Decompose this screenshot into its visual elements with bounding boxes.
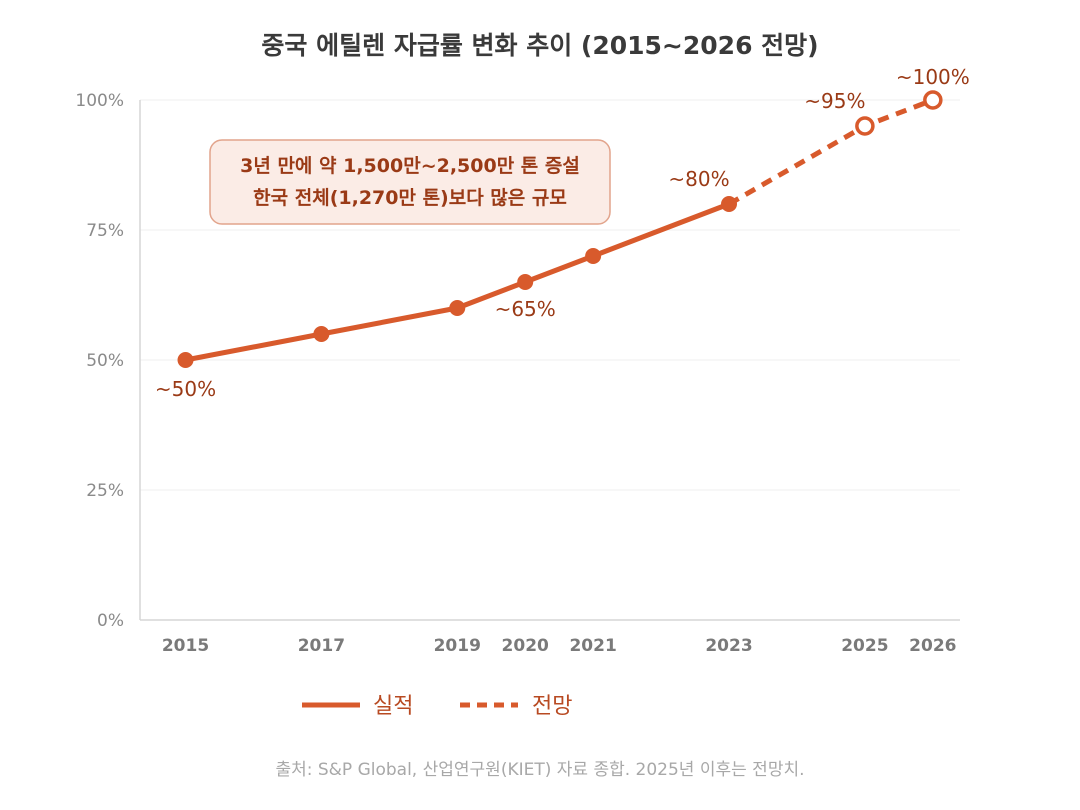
y-tick-label: 25% (86, 481, 124, 501)
data-label: ~100% (896, 65, 970, 89)
x-tick-label: 2023 (705, 636, 752, 656)
data-label: ~65% (495, 297, 556, 321)
data-label: ~95% (804, 89, 865, 113)
y-tick-labels: 100% 75% 50% 25% 0% (75, 91, 124, 631)
y-tick-label: 75% (86, 221, 124, 241)
annotation-line-1: 3년 만에 약 1,500만~2,500만 톤 증설 (240, 155, 580, 177)
data-label: ~50% (155, 377, 216, 401)
actual-data-point (313, 326, 330, 342)
forecast-data-point (855, 116, 875, 136)
actual-data-point (517, 274, 534, 290)
x-tick-label: 2021 (569, 636, 616, 656)
x-tick-label: 2025 (841, 636, 888, 656)
actual-data-point (585, 248, 602, 264)
annotation-background (209, 139, 611, 225)
actual-data-point (449, 300, 466, 316)
x-tick-labels: 2015 2017 2019 2020 2021 2023 2025 2026 (162, 636, 957, 656)
x-tick-label: 2015 (162, 636, 209, 656)
axes (139, 100, 960, 621)
annotation-line-2: 한국 전체(1,270만 톤)보다 많은 규모 (253, 187, 567, 209)
x-tick-label: 2017 (298, 636, 345, 656)
legend-label-actual: 실적 (373, 694, 413, 719)
y-tick-label: 100% (75, 91, 124, 111)
legend: 실적 전망 (302, 694, 572, 719)
data-label: ~80% (668, 167, 729, 191)
x-tick-label: 2026 (909, 636, 956, 656)
annotation-box: 3년 만에 약 1,500만~2,500만 톤 증설 한국 전체(1,270만 … (209, 139, 611, 225)
data-labels: ~50% ~65% ~80% ~95% ~100% (155, 65, 970, 401)
legend-label-forecast: 전망 (532, 694, 572, 719)
forecast-data-point (923, 90, 943, 110)
y-tick-label: 0% (97, 611, 124, 631)
gridlines (140, 99, 960, 491)
y-tick-label: 50% (86, 351, 124, 371)
chart-title: 중국 에틸렌 자급률 변화 추이 (2015~2026 전망) (261, 31, 818, 60)
x-tick-label: 2020 (502, 636, 549, 656)
forecast-series-line (727, 97, 934, 207)
actual-series-line (183, 201, 732, 363)
actual-data-point (177, 352, 194, 368)
source-note: 출처: S&P Global, 산업연구원(KIET) 자료 종합. 2025년… (275, 760, 804, 780)
actual-data-point (721, 196, 738, 212)
data-points (177, 90, 943, 368)
x-tick-label: 2019 (434, 636, 481, 656)
